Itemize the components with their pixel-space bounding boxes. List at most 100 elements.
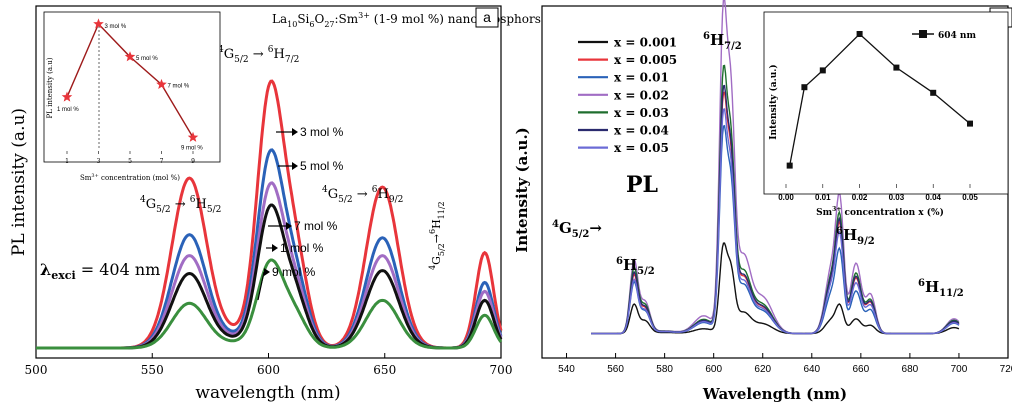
panel-b-legend-label-1: x = 0.001 [614,36,677,50]
panel-b-inset-x-tick-label-4: 0.03 [889,193,905,202]
panel-b-transition-h11: 6H11/2 [918,278,964,299]
panel-a-x-ticks: 500 550 600 650 700 [25,353,513,377]
panel-a-transition-2: 4G5/2 → 6H7/2 [218,45,299,65]
panel-a-series-5-arrow [257,271,265,301]
panel-a-inset: 1 mol % 3 mol % 5 mol % 7 mol % 9 mol % 1 3 5 7 9… [43,11,221,182]
panel-b-legend-label-7: x = 0.05 [614,141,669,155]
panel-b-x-tick-label-2: 560 [607,364,624,375]
panel-a-inset-plot: 1 mol % 3 mol % 5 mol % 7 mol % 9 mol % 1 3 5 7 9 [57,18,203,165]
panel-a-inset-x-tick-label-4: 7 [160,158,164,165]
panel-a-y-axis-label: PL intensity (a.u) [9,108,29,256]
panel-a-x-tick-label-5: 700 [490,363,513,377]
panel-a-inset-point-label-5: 9 mol % [181,145,203,151]
panel-a-transition-4: 4G5/2→6H11/2 [428,201,446,270]
panel-b-legend-label-2: x = 0.005 [614,53,677,67]
panel-b-inset-point-4 [856,31,863,37]
panel-b-inset-legend-label: 604 nm [938,31,976,41]
panel-a-series-1-label: 3 mol % [300,125,344,139]
panel-a-inset-x-tick-label-2: 3 [97,158,101,165]
panel-a-series-4-label: 1 mol % [280,241,324,255]
panel-a-excitation-label: λexci = 404 nm [40,260,160,282]
panel-a-inset-point-label-3: 5 mol % [136,56,158,62]
panel-a-inset-x-tick-label-5: 9 [191,158,195,165]
panel-a-inset-x-tick-label-3: 5 [128,158,132,165]
panel-b-inset-point-5 [893,64,900,71]
panel-b-inset-point-1 [786,162,793,169]
panel-b-x-tick-label-4: 600 [705,364,722,375]
panel-a-inset-point-label-4: 7 mol % [168,83,190,89]
panel-a-series-2-label: 5 mol % [300,159,344,173]
panel-a: 500 550 600 650 700 wavelength (nm) PL inten… [9,5,541,403]
panel-b-inset-x-tick-label-5: 0.04 [925,193,941,202]
panel-b: 540 560 580 600 620 640 660 680 700 720 Wavelengt… [513,0,1012,403]
panel-a-inset-point-label-1: 1 mol % [57,107,79,113]
panel-b-inset-x-tick-label-3: 0.02 [852,193,868,202]
panel-a-inset-point-5 [187,131,199,142]
panel-a-x-tick-label-2: 550 [141,363,164,377]
panel-b-x-tick-label-9: 700 [951,364,968,375]
panel-b-series-7-line [591,108,960,335]
panel-b-transition-h5: 6H5/2 [616,256,655,277]
panel-b-inset-point-6 [930,89,937,96]
panel-b-x-tick-label-3: 580 [656,364,673,375]
panel-b-legend: x = 0.001 x = 0.005 x = 0.01 x = 0.02 x = 0.… [578,36,677,155]
panel-a-inset-point-1 [61,91,73,102]
panel-a-label-box [475,7,499,28]
panel-a-curves [36,79,503,350]
panel-a-transition-1: 4G5/2 → 6H5/2 [140,195,221,215]
panel-b-inset-legend-marker [919,30,927,38]
panel-a-series-5-label: 9 mol % [272,265,316,279]
panel-a-inset-y-label: PL intensity (a.u) [46,57,54,118]
panel-a-inset-x-label: Sm3+ concentration (mol %) [80,173,180,182]
panel-b-inset-x-tick-label-1: 0.00 [778,193,794,202]
panel-a-inset-point-2 [93,18,104,29]
panel-b-legend-label-3: x = 0.01 [614,71,669,85]
panel-b-transition-h9: 6H9/2 [836,226,875,247]
panel-b-inset-point-3 [819,67,826,74]
panel-a-x-tick-label-4: 650 [373,363,396,377]
panel-b-y-axis-label: Intensity (a.u.) [513,127,531,253]
panel-b-transition-g: 4G5/2→ [552,219,602,240]
panel-b-x-tick-label-5: 620 [754,364,771,375]
panel-b-inset-x-tick-label-2: 0.01 [815,193,831,202]
panel-b-x-tick-label-10: 720 [1000,364,1012,375]
panel-a-x-tick-label-1: 500 [25,363,48,377]
panel-a-series-3-arrowhead [286,222,292,230]
panel-b-curves [591,0,960,335]
panel-b-x-tick-label-1: 540 [558,364,575,375]
panel-b-inset-x-tick-label-6: 0.05 [962,193,978,202]
panel-b-x-tick-label-8: 680 [902,364,919,375]
panel-a-series-4-arrowhead [272,244,278,252]
panel-b-x-tick-label-7: 660 [852,364,869,375]
panel-b-legend-label-4: x = 0.02 [614,88,669,102]
panel-a-x-tick-label-3: 600 [257,363,280,377]
panel-a-series-labels: 3 mol % 5 mol % 7 mol % 1 mol % 9 mol % [257,125,344,301]
panel-a-inset-point-label-2: 3 mol % [105,24,127,30]
panel-a-inset-point-3 [124,51,136,62]
panel-b-inset-y-label: Intensity (a.u.) [768,64,779,139]
panel-b-inset-x-label: Sm3+ concentration x (%) [816,206,944,218]
panel-a-series-3-label: 7 mol % [294,219,338,233]
panel-a-series-5-arrowhead [264,268,270,276]
panel-b-x-tick-label-6: 640 [803,364,820,375]
panel-a-series-1-arrowhead [292,128,298,136]
panel-a-inset-point-4 [156,78,167,89]
panel-b-x-ticks: 540 560 580 600 620 640 660 680 700 720 [558,353,1012,375]
panel-a-label: a [483,9,491,25]
panel-b-legend-label-6: x = 0.04 [614,124,669,138]
panel-b-inset-point-7 [967,120,973,127]
panel-a-series-2-arrowhead [292,162,298,170]
panel-b-transition-h7: 6H7/2 [703,31,742,52]
panel-a-transition-3: 4G5/2 → 6H9/2 [322,185,403,205]
panel-b-x-axis-label: Wavelength (nm) [702,385,847,403]
panel-a-x-axis-label: wavelength (nm) [195,383,340,403]
panel-a-inset-x-tick-label-1: 1 [65,158,69,165]
panel-b-legend-label-5: x = 0.03 [614,106,669,120]
panel-b-inset: 0.00 0.01 0.02 0.03 0.04 0.05 604 nm Sm3+ con… [763,11,1009,218]
panel-b-inset-frame [763,11,1009,195]
panel-b-pl-label: PL [626,172,658,198]
panel-a-series-5-line [36,258,503,350]
panel-b-inset-point-2 [801,84,808,91]
